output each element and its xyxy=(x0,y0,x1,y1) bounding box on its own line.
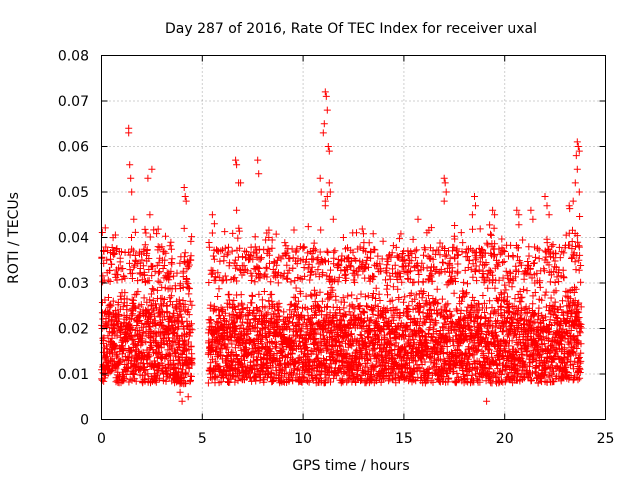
roti-markers xyxy=(98,88,585,405)
x-axis-label: GPS time / hours xyxy=(292,458,409,474)
x-tick-label: 25 xyxy=(597,431,615,447)
x-tick-label: 10 xyxy=(294,431,312,447)
y-tick-label: 0.05 xyxy=(58,185,89,201)
y-tick-label: 0 xyxy=(80,413,89,429)
x-tick-label: 5 xyxy=(198,431,207,447)
y-axis-label: ROTI / TECUs xyxy=(6,192,22,284)
y-tick-label: 0.03 xyxy=(58,276,89,292)
y-tick-label: 0.08 xyxy=(58,49,89,65)
data-points xyxy=(98,88,585,405)
x-tick-label: 20 xyxy=(496,431,514,447)
y-tick-label: 0.07 xyxy=(58,94,89,110)
y-tick-label: 0.06 xyxy=(58,140,89,156)
axis-ticks xyxy=(101,55,606,420)
x-tick-labels: 0 5 10 15 20 25 xyxy=(97,431,614,447)
y-tick-label: 0.04 xyxy=(58,231,89,247)
chart-title: Day 287 of 2016, Rate Of TEC Index for r… xyxy=(165,21,537,37)
x-tick-label: 0 xyxy=(97,431,106,447)
x-tick-label: 15 xyxy=(395,431,413,447)
y-tick-label: 0.02 xyxy=(58,322,89,338)
y-tick-label: 0.01 xyxy=(58,367,89,383)
y-tick-labels: 0 0.01 0.02 0.03 0.04 0.05 0.06 0.07 0.08 xyxy=(58,49,89,429)
